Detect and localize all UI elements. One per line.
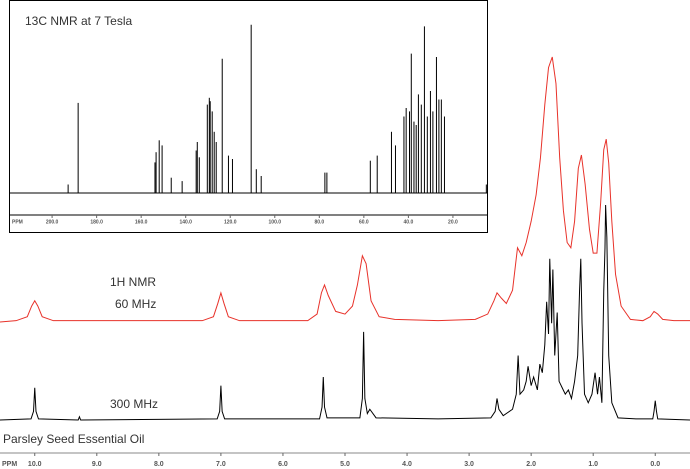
x-tick-label: 40.0 <box>404 219 414 225</box>
x-tick-label: 0.0 <box>650 461 660 468</box>
x-tick-label: 4.0 <box>402 461 412 468</box>
x-tick-label: 80.0 <box>314 219 324 225</box>
x-tick-label: 120.0 <box>224 219 237 225</box>
inset-frame <box>9 0 488 233</box>
x-tick-label: 200.0 <box>46 219 59 225</box>
spectrum-line <box>0 56 690 323</box>
x-tick-label: 140.0 <box>179 219 192 225</box>
x-tick-label: 5.0 <box>340 461 350 468</box>
x-tick-label: 6.0 <box>278 461 288 468</box>
x-tick-label: 60.0 <box>359 219 369 225</box>
x-tick-label: 10.0 <box>28 461 42 468</box>
x-tick-label: 7.0 <box>216 461 226 468</box>
series-label: 300 MHz <box>110 397 158 411</box>
x-tick-label: 3.0 <box>464 461 474 468</box>
x-tick-label: 1.0 <box>588 461 598 468</box>
x-tick-label: 20.0 <box>448 219 458 225</box>
inset-title: 13C NMR at 7 Tesla <box>25 14 132 28</box>
annotation: 1H NMR <box>110 275 156 289</box>
x-axis-label: PPM <box>2 461 17 468</box>
chart-title: Parsley Seed Essential Oil <box>3 432 144 446</box>
series-label: 60 MHz <box>115 297 156 311</box>
x-tick-label: 180.0 <box>90 219 103 225</box>
x-tick-label: 8.0 <box>154 461 164 468</box>
x-tick-label: 160.0 <box>135 219 148 225</box>
x-tick-label: 100.0 <box>269 219 282 225</box>
x-tick-label: 2.0 <box>526 461 536 468</box>
x-tick-label: 9.0 <box>92 461 102 468</box>
spectrum-line <box>0 204 690 421</box>
inset-x-label: PPM <box>12 219 23 225</box>
